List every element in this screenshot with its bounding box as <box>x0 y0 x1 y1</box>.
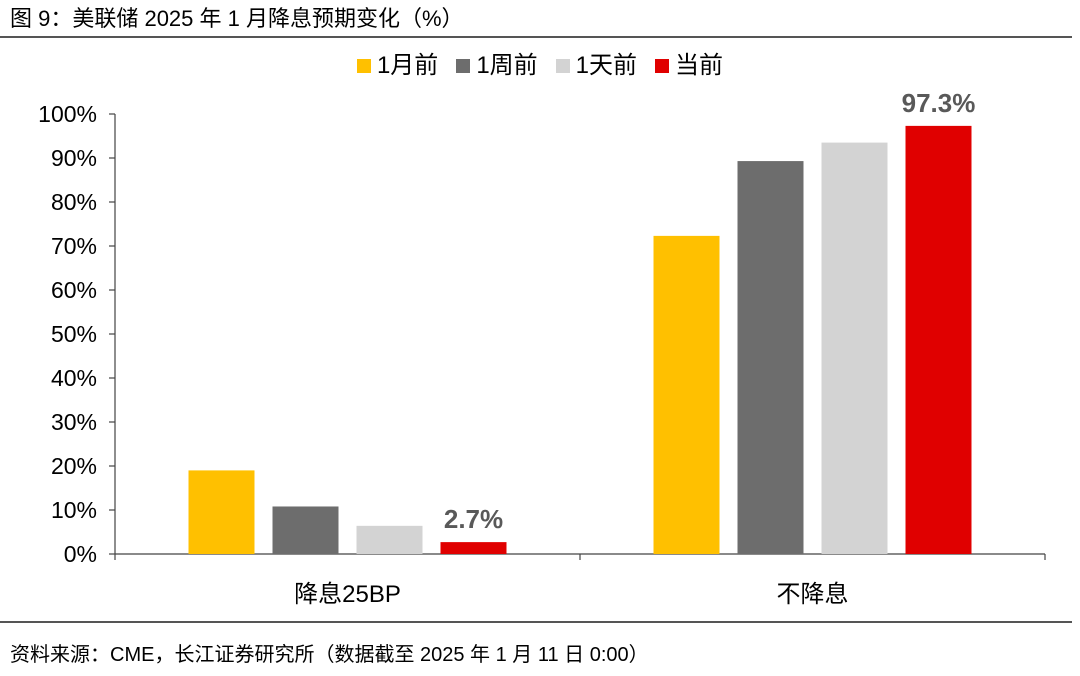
y-tick-label: 30% <box>51 409 97 435</box>
x-tick-label: 降息25BP <box>294 581 401 608</box>
legend-label: 1周前 <box>476 52 538 79</box>
legend-label: 当前 <box>675 52 724 79</box>
y-tick-label: 80% <box>51 189 97 215</box>
legend-item-3: 1天前 <box>555 50 638 82</box>
top-rule <box>0 36 1072 38</box>
y-tick-label: 90% <box>51 145 97 171</box>
legend-item-4: 当前 <box>655 50 723 82</box>
bar-1月前-不降息 <box>653 235 720 554</box>
bar-1周前-降息25BP <box>272 506 339 554</box>
bar-1周前-不降息 <box>737 161 804 554</box>
bar-当前-不降息 <box>905 125 972 554</box>
legend-swatch <box>456 59 471 73</box>
legend-label: 1天前 <box>575 52 638 79</box>
legend-swatch <box>655 59 670 73</box>
legend-item-1: 1月前 <box>356 50 439 82</box>
source-note: 资料来源：CME，长江证券研究所（数据截至 2025 年 1 月 11 日 0:… <box>10 644 649 666</box>
x-tick-label: 不降息 <box>777 581 849 608</box>
legend-label: 1月前 <box>376 52 439 79</box>
figure-title: 图 9：美联储 2025 年 1 月降息预期变化（%） <box>10 6 464 31</box>
y-tick-label: 20% <box>51 453 97 479</box>
y-tick-label: 70% <box>51 233 97 259</box>
bar-当前-降息25BP <box>440 542 507 554</box>
y-tick-label: 0% <box>64 541 97 567</box>
bar-1月前-降息25BP <box>188 470 255 554</box>
y-tick-label: 50% <box>51 321 97 347</box>
y-tick-label: 40% <box>51 365 97 391</box>
bottom-rule <box>0 621 1072 623</box>
chart-legend: 1月前 1周前 1天前 当前 <box>0 50 1080 82</box>
legend-item-2: 1周前 <box>456 50 538 82</box>
y-tick-label: 10% <box>51 497 97 523</box>
legend-swatch <box>356 59 371 73</box>
bar-1天前-不降息 <box>821 142 888 554</box>
bar-1天前-降息25BP <box>356 525 423 554</box>
data-label: 97.3% <box>902 88 976 118</box>
y-tick-label: 60% <box>51 277 97 303</box>
legend-swatch <box>555 59 570 73</box>
y-tick-label: 100% <box>38 101 97 127</box>
data-label: 2.7% <box>444 504 503 534</box>
